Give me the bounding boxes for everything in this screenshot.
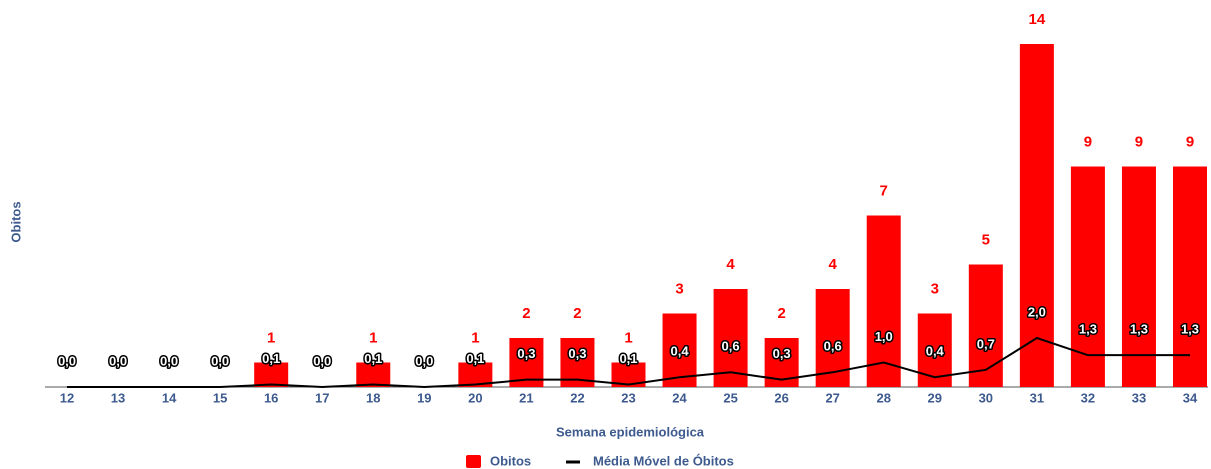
- bar-value-label: 5: [982, 231, 990, 248]
- x-tick-label: 21: [519, 390, 533, 405]
- bar: [1121, 166, 1156, 387]
- x-tick-label: 25: [723, 390, 737, 405]
- bar: [1173, 166, 1207, 387]
- line-value-label: 0,0: [58, 353, 76, 368]
- bar-value-label: 9: [1135, 133, 1143, 150]
- line-value-label: 2,0: [1028, 304, 1046, 319]
- bar: [662, 313, 697, 387]
- x-tick-label: 24: [672, 390, 687, 405]
- line-value-label: 0,1: [364, 351, 382, 366]
- x-tick-label: 29: [928, 390, 942, 405]
- line-value-label: 0,4: [926, 344, 945, 359]
- x-tick-label: 14: [162, 390, 177, 405]
- legend-label: Obitos: [490, 453, 531, 468]
- x-tick-label: 17: [315, 390, 329, 405]
- bar-value-label: 1: [267, 329, 275, 346]
- line-value-label: 0,6: [824, 339, 842, 354]
- x-tick-label: 12: [60, 390, 74, 405]
- x-tick-label: 13: [111, 390, 125, 405]
- x-tick-label: 18: [366, 390, 380, 405]
- bar: [1019, 44, 1054, 387]
- bar-value-label: 1: [471, 329, 479, 346]
- x-tick-label: 28: [876, 390, 890, 405]
- line-value-label: 1,0: [875, 329, 893, 344]
- line-value-label: 1,3: [1079, 322, 1097, 337]
- bar-value-label: 9: [1084, 133, 1092, 150]
- bar-value-label: 1: [624, 329, 632, 346]
- line-value-label: 0,7: [977, 336, 995, 351]
- line-value-label: 1,3: [1181, 322, 1199, 337]
- bar-value-label: 4: [829, 256, 838, 273]
- line-value-label: 0,3: [568, 346, 586, 361]
- bar: [1070, 166, 1105, 387]
- bar-value-label: 2: [522, 305, 530, 322]
- line-value-label: 0,0: [415, 353, 433, 368]
- y-axis-label: Obitos: [8, 201, 23, 242]
- legend-label: Média Móvel de Óbitos: [593, 453, 734, 468]
- line-value-label: 0,6: [722, 339, 740, 354]
- bar: [356, 362, 391, 387]
- x-tick-label: 16: [264, 390, 278, 405]
- x-tick-label: 20: [468, 390, 482, 405]
- line-value-label: 0,3: [517, 346, 535, 361]
- x-tick-label: 19: [417, 390, 431, 405]
- line-value-label: 0,0: [313, 353, 331, 368]
- bar: [713, 289, 748, 387]
- x-tick-label: 22: [570, 390, 584, 405]
- x-tick-label: 26: [774, 390, 788, 405]
- line-value-label: 0,1: [466, 351, 484, 366]
- line-value-label: 0,1: [262, 351, 280, 366]
- line-value-label: 0,0: [211, 353, 229, 368]
- x-tick-label: 32: [1081, 390, 1095, 405]
- bar-value-label: 3: [675, 280, 683, 297]
- x-tick-label: 30: [979, 390, 993, 405]
- line-value-label: 0,1: [619, 351, 637, 366]
- moving-average-line: [67, 336, 1190, 389]
- bar: [254, 362, 289, 387]
- bar-value-label: 2: [777, 305, 785, 322]
- line-value-label: 0,0: [160, 353, 178, 368]
- x-tick-label: 15: [213, 390, 227, 405]
- bar-value-label: 3: [931, 280, 939, 297]
- bar: [968, 264, 1003, 387]
- bar-value-label: 14: [1029, 11, 1046, 28]
- bar-value-label: 2: [573, 305, 581, 322]
- x-tick-label: 33: [1132, 390, 1146, 405]
- bar-value-label: 9: [1186, 133, 1194, 150]
- bar: [866, 215, 901, 387]
- x-axis-label: Semana epidemiológica: [556, 424, 705, 439]
- x-tick-label: 31: [1030, 390, 1044, 405]
- line-value-label: 0,0: [109, 353, 127, 368]
- line-value-label: 1,3: [1130, 322, 1148, 337]
- bar-value-label: 4: [726, 256, 735, 273]
- x-tick-label: 34: [1183, 390, 1198, 405]
- bar-value-label: 7: [880, 182, 888, 199]
- legend-swatch-bar: [466, 455, 481, 468]
- line-value-label: 0,4: [671, 344, 690, 359]
- x-tick-label: 27: [825, 390, 839, 405]
- line-value-label: 0,3: [773, 346, 791, 361]
- bar-value-label: 1: [369, 329, 377, 346]
- x-tick-label: 23: [621, 390, 635, 405]
